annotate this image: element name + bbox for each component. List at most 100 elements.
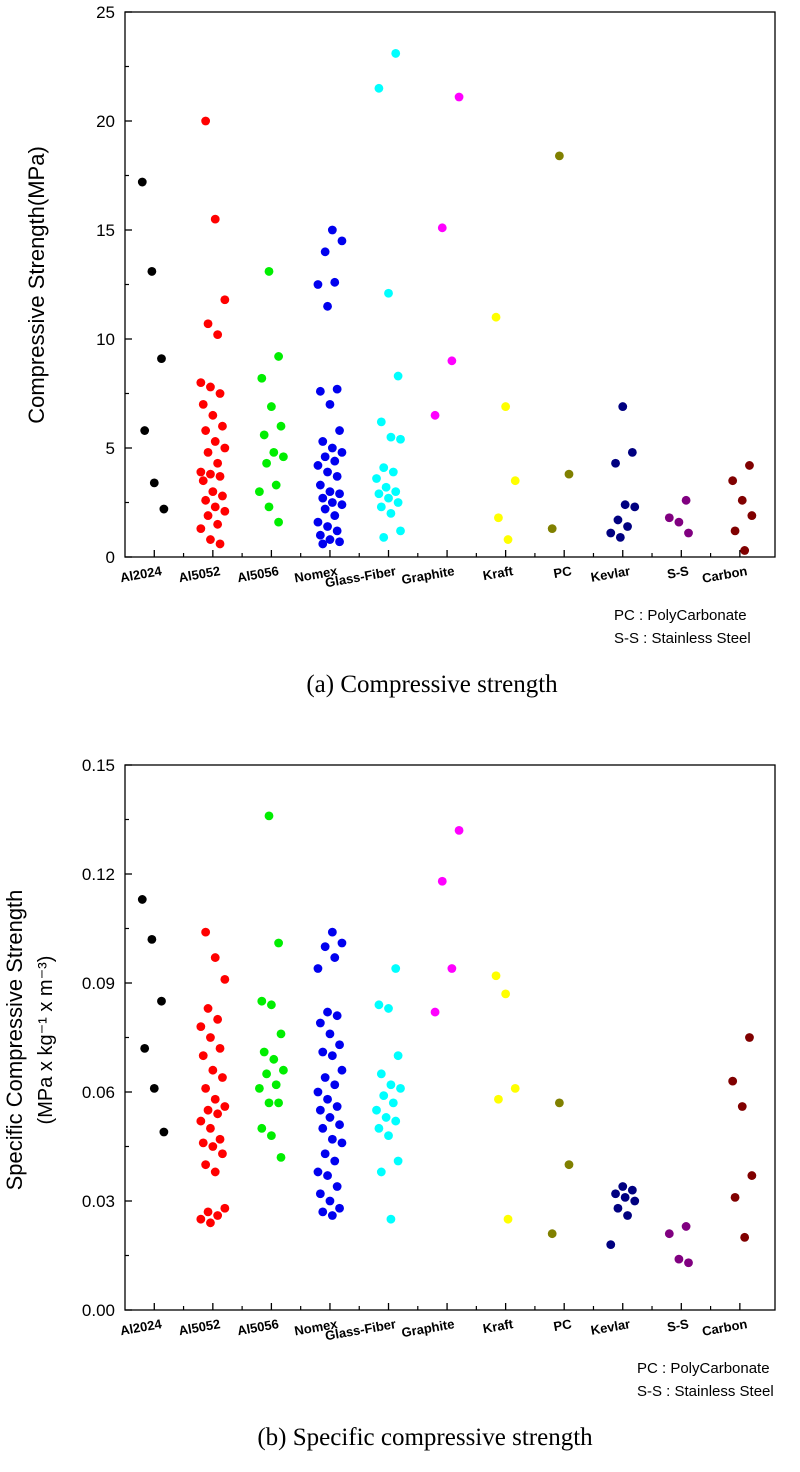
- data-point: [254, 487, 264, 496]
- data-point: [335, 1040, 344, 1050]
- data-point: [730, 1192, 740, 1202]
- data-point: [430, 410, 440, 420]
- data-point: [437, 876, 447, 886]
- data-point: [215, 1044, 225, 1053]
- data-point: [318, 1207, 328, 1217]
- data-point: [332, 526, 342, 536]
- data-point: [220, 295, 230, 305]
- data-point: [320, 247, 330, 257]
- data-point: [157, 354, 166, 364]
- category-label: Kraft: [482, 563, 515, 583]
- data-point: [745, 1033, 754, 1042]
- data-point: [198, 1138, 208, 1148]
- data-point: [393, 498, 403, 507]
- plot-b-y-axis: 0.00 0.03 0.06 0.09 0.12 0.15: [82, 756, 132, 1320]
- data-point: [623, 522, 632, 531]
- data-point: [437, 223, 447, 233]
- data-point: [330, 511, 340, 520]
- data-point: [159, 504, 169, 514]
- data-point: [335, 426, 344, 435]
- data-point: [615, 532, 625, 542]
- data-point: [215, 471, 225, 481]
- data-point: [337, 938, 347, 948]
- category-label: Carbon: [701, 563, 748, 586]
- data-point: [627, 1185, 637, 1195]
- data-point: [388, 467, 398, 477]
- data-point: [196, 1116, 206, 1126]
- data-point: [137, 895, 147, 904]
- data-point: [313, 517, 323, 527]
- data-point: [201, 116, 211, 126]
- data-point: [147, 935, 157, 944]
- data-point: [332, 1011, 342, 1021]
- data-point: [430, 1007, 440, 1017]
- data-point: [206, 1123, 215, 1133]
- data-point: [627, 447, 637, 457]
- data-point: [315, 530, 325, 540]
- category-label: Al2024: [119, 1316, 164, 1338]
- plot-b-note-ss: S-S : Stainless Steel: [637, 1383, 774, 1400]
- data-point: [618, 1182, 628, 1191]
- data-point: [201, 927, 211, 937]
- category-label: Carbon: [701, 1316, 748, 1339]
- data-point: [259, 430, 269, 440]
- data-point: [337, 1065, 347, 1075]
- data-point: [259, 1047, 269, 1057]
- y-tick-label: 0.06: [82, 1083, 115, 1102]
- data-point: [215, 1134, 225, 1144]
- data-point: [315, 480, 325, 490]
- plot-b-caption: (b) Specific compressive strength: [257, 1424, 593, 1451]
- data-point: [510, 1083, 520, 1093]
- data-point: [510, 476, 520, 486]
- data-point: [206, 1033, 215, 1042]
- data-point: [278, 452, 288, 462]
- data-point: [274, 352, 283, 361]
- data-point: [320, 1149, 330, 1159]
- data-point: [674, 1254, 684, 1264]
- data-point: [220, 1102, 230, 1111]
- data-point: [213, 330, 223, 340]
- plot-a-points: [137, 49, 757, 555]
- data-point: [503, 535, 513, 544]
- data-point: [313, 280, 323, 289]
- data-point: [337, 500, 347, 510]
- data-point: [386, 432, 396, 442]
- data-point: [323, 467, 332, 477]
- data-point: [393, 1051, 403, 1061]
- category-label: PC: [552, 563, 573, 581]
- data-point: [210, 214, 220, 224]
- data-point: [327, 927, 337, 937]
- data-point: [372, 474, 381, 483]
- data-point: [315, 386, 325, 396]
- data-point: [320, 942, 330, 952]
- data-point: [318, 539, 328, 549]
- y-tick-label: 0: [106, 548, 115, 567]
- data-point: [447, 356, 457, 366]
- data-point: [323, 301, 332, 311]
- data-point: [157, 996, 166, 1006]
- y-tick-label: 10: [96, 330, 115, 349]
- data-point: [264, 502, 274, 512]
- data-point: [613, 515, 623, 525]
- data-point: [330, 277, 340, 287]
- category-label: Al5052: [177, 563, 221, 585]
- data-point: [335, 537, 344, 547]
- data-point: [332, 1102, 342, 1111]
- data-point: [337, 236, 347, 246]
- data-point: [198, 1051, 208, 1061]
- data-point: [323, 1007, 332, 1017]
- data-point: [206, 382, 215, 392]
- data-point: [330, 1080, 340, 1090]
- category-label: S-S: [666, 563, 690, 582]
- data-point: [213, 1109, 223, 1119]
- category-label: Graphite: [400, 1316, 455, 1340]
- data-point: [554, 1098, 564, 1108]
- data-point: [215, 389, 225, 398]
- data-point: [254, 1083, 264, 1093]
- data-point: [494, 513, 503, 523]
- data-point: [140, 426, 150, 435]
- data-point: [210, 502, 220, 512]
- data-point: [384, 288, 393, 298]
